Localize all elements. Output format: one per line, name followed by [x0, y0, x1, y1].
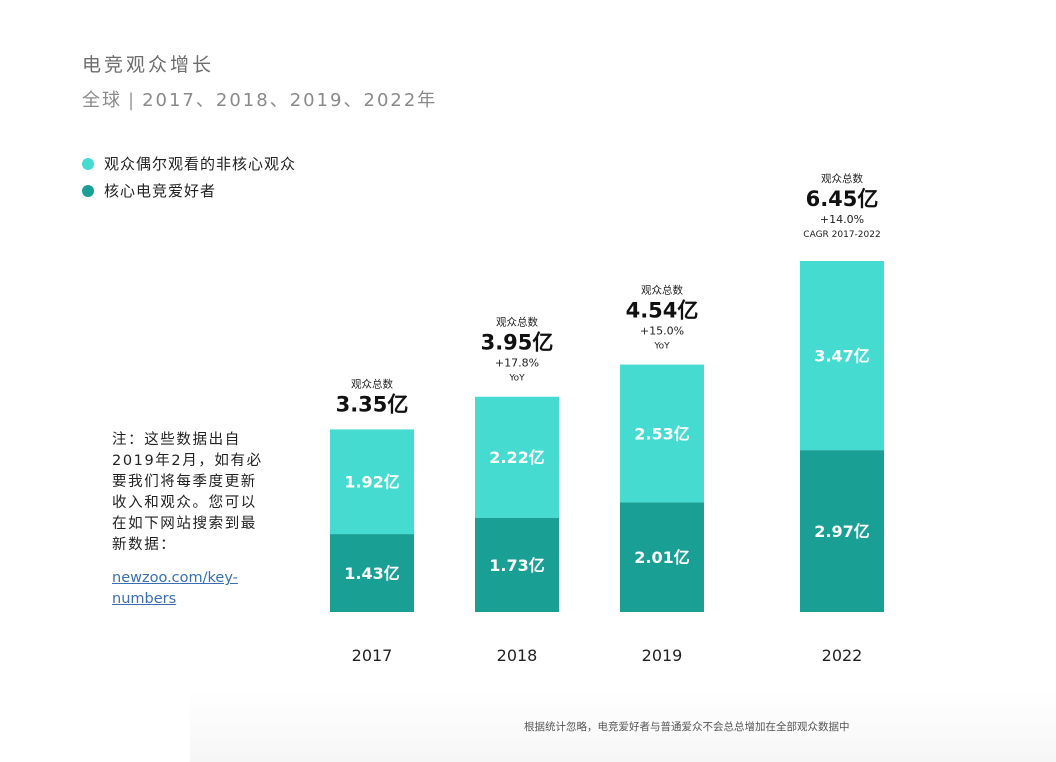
data-source-note: 注：这些数据出自2019年2月，如有必要我们将每季度更新收入和观众。您可以在如下…	[112, 432, 263, 553]
total-growth-note-2018: YoY	[508, 374, 525, 384]
footnote: 根据统计忽略，电竞爱好者与普通爱众不会总总增加在全部观众数据中	[524, 721, 850, 733]
total-growth-2022: +14.0%	[820, 213, 864, 226]
x-tick-2017: 2017	[352, 646, 393, 665]
total-growth-2019: +15.0%	[640, 325, 684, 338]
bar-core-2018	[475, 517, 559, 612]
subtitle-region: 全球	[82, 90, 122, 111]
bar-label-core-2017: 1.43亿	[344, 564, 399, 583]
bar-label-core-2018: 1.73亿	[489, 556, 544, 575]
legend-label-core: 核心电竞爱好者	[104, 182, 217, 200]
total-value-2017: 3.35亿	[336, 392, 409, 416]
bar-core-2022	[800, 450, 884, 612]
total-value-2022: 6.45亿	[806, 187, 879, 211]
subtitle-separator: |	[128, 90, 137, 111]
bar-casual-2018	[475, 396, 559, 518]
x-tick-2019: 2019	[642, 646, 683, 665]
total-heading-2017: 观众总数	[351, 377, 393, 390]
source-link[interactable]: newzoo.com/key-numbers	[112, 570, 238, 607]
bar-core-2017	[330, 534, 414, 612]
x-tick-2022: 2022	[822, 646, 863, 665]
total-heading-2019: 观众总数	[641, 284, 683, 297]
bar-label-casual-2022: 3.47亿	[814, 347, 869, 366]
bottom-shade	[190, 690, 1056, 762]
chart-subtitle: 全球 | 2017、2018、2019、2022年	[82, 86, 437, 112]
total-growth-2018: +17.8%	[495, 357, 539, 370]
bar-label-core-2022: 2.97亿	[814, 522, 869, 541]
legend-item-core: 核心电竞爱好者	[82, 177, 296, 204]
total-growth-note-2019: YoY	[653, 342, 670, 352]
legend-label-casual: 观众偶尔观看的非核心观众	[104, 155, 297, 173]
bar-core-2019	[620, 502, 704, 612]
bar-label-casual-2017: 1.92亿	[344, 473, 399, 492]
legend-swatch-core	[82, 184, 94, 197]
legend-item-casual: 观众偶尔观看的非核心观众	[82, 150, 296, 177]
total-growth-note-2022: CAGR 2017-2022	[803, 230, 880, 240]
chart-legend: 观众偶尔观看的非核心观众 核心电竞爱好者	[82, 150, 296, 204]
total-value-2018: 3.95亿	[481, 331, 554, 355]
total-heading-2018: 观众总数	[496, 316, 538, 329]
total-heading-2022: 观众总数	[821, 172, 863, 185]
chart-title: 电竞观众增长	[82, 54, 215, 76]
bar-label-casual-2018: 2.22亿	[489, 448, 544, 467]
total-value-2019: 4.54亿	[626, 299, 699, 323]
bar-casual-2022	[800, 261, 884, 451]
x-tick-2018: 2018	[497, 646, 538, 665]
subtitle-years: 2017、2018、2019、2022年	[142, 90, 438, 111]
bar-label-core-2019: 2.01亿	[634, 548, 689, 567]
bar-label-casual-2019: 2.53亿	[634, 425, 689, 444]
bar-casual-2017	[330, 429, 414, 535]
legend-swatch-casual	[82, 157, 94, 170]
bar-casual-2019	[620, 364, 704, 503]
